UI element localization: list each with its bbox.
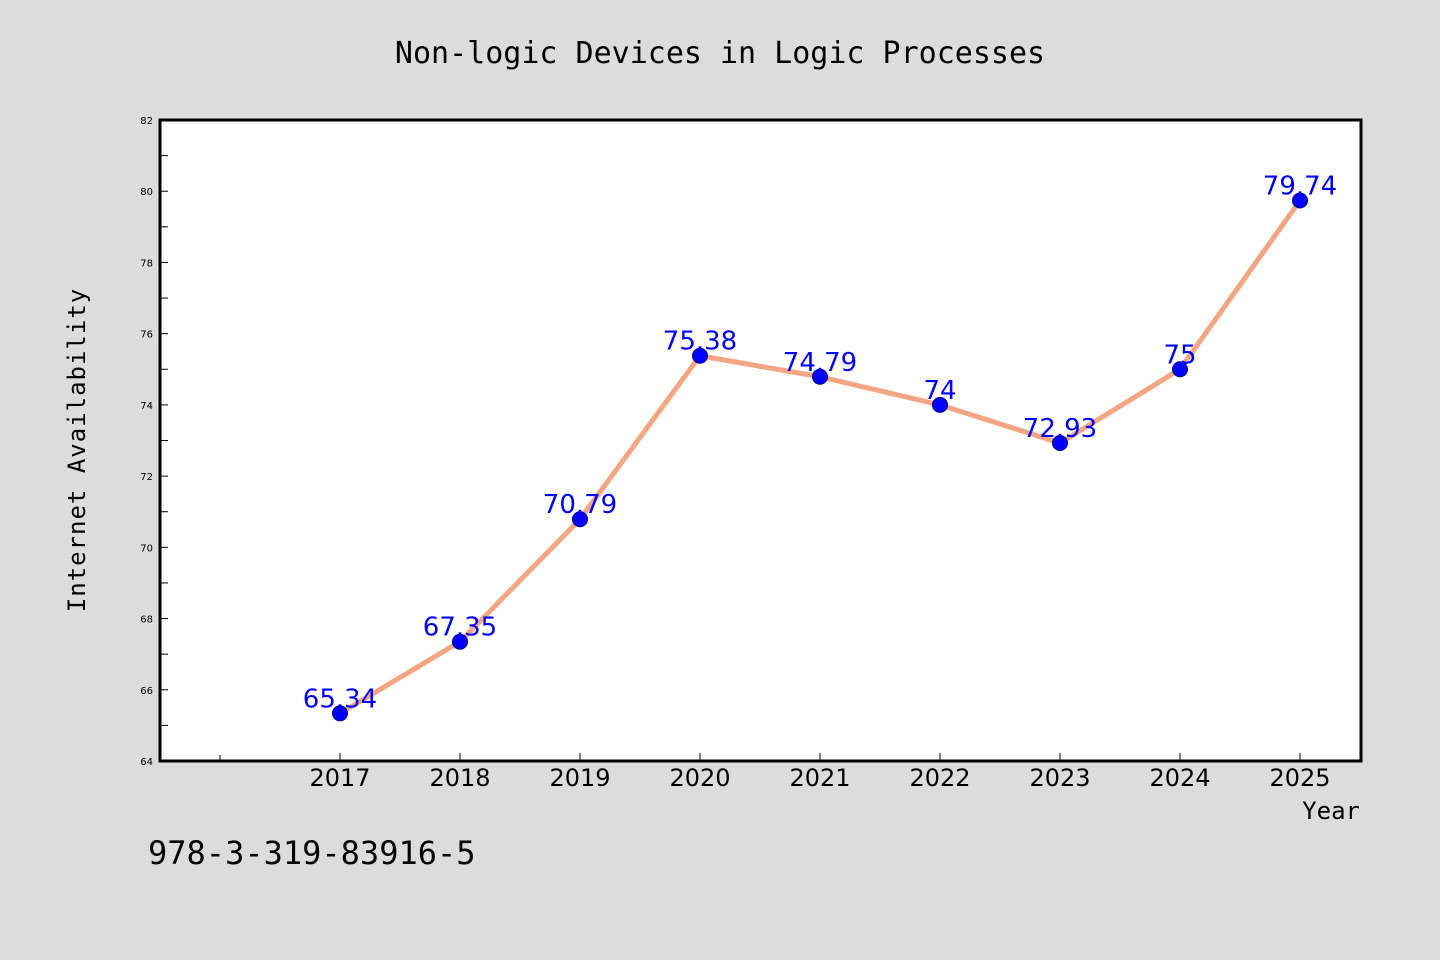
x-tick-label: 2025: [1269, 764, 1330, 792]
x-tick-label: 2022: [909, 764, 970, 792]
data-point-marker: [1052, 434, 1068, 451]
y-tick-label: 82: [140, 116, 153, 127]
data-point-marker: [692, 347, 708, 364]
y-tick-label: 64: [140, 757, 153, 768]
data-point-marker: [572, 511, 588, 528]
y-tick-label: 72: [140, 472, 153, 483]
data-label: 70.79: [543, 490, 617, 520]
data-point-marker: [1292, 192, 1308, 209]
plot-frame: [158, 118, 1363, 763]
y-tick-label: 66: [140, 686, 153, 697]
data-label: 67.35: [423, 613, 497, 643]
y-tick-label: 68: [140, 615, 153, 626]
y-axis-ticks: 64 66 68 70 72 74 76 78 80 82: [140, 116, 168, 768]
isbn-text: 978-3-319-83916-5: [148, 834, 476, 872]
series-group: 65.34 67.35 70.79 75.38 74.79 74 72.93 75 79.74: [303, 171, 1337, 722]
x-tick-label: 2018: [429, 764, 490, 792]
y-tick-label: 80: [140, 187, 153, 198]
x-tick-label: 2017: [309, 764, 370, 792]
plot-area: [160, 120, 1361, 761]
data-label: 72.93: [1023, 414, 1097, 444]
x-tick-label: 2024: [1149, 764, 1210, 792]
data-label: 75: [1163, 340, 1196, 370]
x-tick-label: 2020: [669, 764, 730, 792]
x-tick-label: 2023: [1029, 764, 1090, 792]
y-tick-label: 74: [140, 401, 153, 412]
data-label: 65.34: [303, 684, 377, 714]
x-tick-label: 2021: [789, 764, 850, 792]
x-axis-ticks: 2017 2018 2019 2020 2021 2022 2023 2024 2025: [219, 753, 1331, 792]
data-label: 74: [923, 376, 956, 406]
data-label: 75.38: [663, 327, 737, 357]
data-point-marker: [932, 396, 948, 413]
y-tick-label: 78: [140, 258, 153, 269]
y-tick-label: 76: [140, 330, 153, 341]
chart-title: Non-logic Devices in Logic Processes: [395, 36, 1045, 71]
x-axis-label: Year: [1302, 797, 1360, 825]
y-axis-label: Internet Availability: [63, 288, 91, 612]
x-tick-label: 2019: [549, 764, 610, 792]
data-point-marker: [1172, 361, 1188, 378]
data-point-marker: [452, 633, 468, 650]
data-point-marker: [812, 368, 828, 385]
data-label: 74.79: [783, 348, 857, 378]
y-tick-label: 70: [140, 543, 153, 554]
data-point-marker: [332, 705, 348, 722]
data-label: 79.74: [1263, 171, 1337, 201]
